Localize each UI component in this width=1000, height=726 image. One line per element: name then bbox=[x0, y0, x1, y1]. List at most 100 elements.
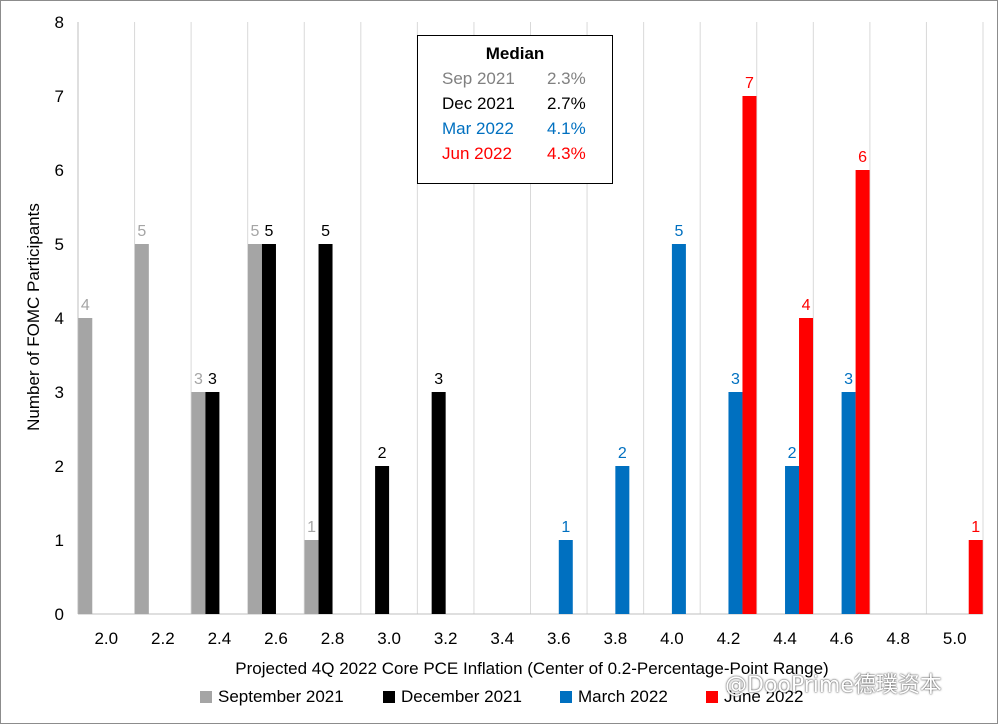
data-label: 2 bbox=[788, 445, 797, 462]
y-axis-title: Number of FOMC Participants bbox=[24, 203, 43, 431]
data-label: 3 bbox=[434, 371, 443, 388]
data-label: 5 bbox=[674, 223, 683, 240]
bar bbox=[78, 318, 93, 614]
bar-layer bbox=[78, 96, 983, 614]
median-value: 4.3% bbox=[547, 144, 586, 163]
bar bbox=[205, 392, 220, 614]
bar bbox=[261, 244, 276, 614]
bar bbox=[304, 540, 319, 614]
data-label: 2 bbox=[618, 445, 627, 462]
x-tick-label: 3.4 bbox=[490, 629, 514, 648]
legend-item-december-2021: December 2021 bbox=[383, 687, 522, 707]
median-value: 2.3% bbox=[547, 69, 586, 88]
median-box: Median Sep 2021 2.3% Dec 2021 2.7% Mar 2… bbox=[417, 35, 613, 184]
x-tick-label: 2.8 bbox=[321, 629, 345, 648]
legend-swatch bbox=[200, 691, 212, 703]
legend-swatch bbox=[706, 691, 718, 703]
data-label: 3 bbox=[194, 371, 203, 388]
data-label: 3 bbox=[844, 371, 853, 388]
legend-label: December 2021 bbox=[401, 687, 522, 706]
data-label: 5 bbox=[321, 223, 330, 240]
x-tick-label: 3.8 bbox=[604, 629, 628, 648]
legend-item-june-2022: June 2022 bbox=[706, 687, 803, 707]
median-value: 4.1% bbox=[547, 119, 586, 138]
x-tick-label: 3.2 bbox=[434, 629, 458, 648]
median-title: Median bbox=[485, 44, 545, 63]
data-label: 4 bbox=[81, 297, 90, 314]
data-label: 5 bbox=[251, 223, 260, 240]
bar bbox=[247, 244, 262, 614]
y-tick-label: 3 bbox=[55, 383, 64, 402]
bar bbox=[558, 540, 573, 614]
grid-layer bbox=[77, 22, 984, 614]
axis-layer: 0 1 2 3 4 5 6 7 8 2.0 2.2 2.4 2.6 2.8 3.0 3.2 3.4 3.6 3.8 4… bbox=[55, 13, 983, 648]
legend-item-march-2022: March 2022 bbox=[560, 687, 668, 707]
median-label: Sep 2021 bbox=[442, 69, 515, 88]
bar bbox=[431, 392, 446, 614]
x-tick-label: 3.0 bbox=[377, 629, 401, 648]
bar bbox=[191, 392, 206, 614]
x-axis-title: Projected 4Q 2022 Core PCE Inflation (Ce… bbox=[235, 659, 828, 678]
median-value: 2.7% bbox=[547, 94, 586, 113]
data-label: 3 bbox=[731, 371, 740, 388]
y-tick-label: 5 bbox=[55, 235, 64, 254]
x-tick-label: 3.6 bbox=[547, 629, 571, 648]
y-tick-label: 1 bbox=[55, 531, 64, 550]
y-tick-label: 8 bbox=[55, 13, 64, 32]
x-tick-label: 4.2 bbox=[717, 629, 741, 648]
y-tick-label: 6 bbox=[55, 161, 64, 180]
data-label: 7 bbox=[745, 75, 754, 92]
median-row-mar-2022: Mar 2022 4.1% bbox=[418, 119, 612, 141]
legend-swatch bbox=[383, 691, 395, 703]
x-tick-label: 4.4 bbox=[773, 629, 797, 648]
watermark: @DooPrime德璞资本 bbox=[725, 673, 942, 698]
legend-swatch bbox=[560, 691, 572, 703]
y-tick-label: 7 bbox=[55, 87, 64, 106]
x-tick-label: 4.0 bbox=[660, 629, 684, 648]
bar bbox=[799, 318, 814, 614]
legend-label: September 2021 bbox=[218, 687, 344, 706]
bar bbox=[785, 466, 800, 614]
x-tick-label: 2.6 bbox=[264, 629, 288, 648]
data-label: 5 bbox=[137, 223, 146, 240]
x-tick-label: 5.0 bbox=[943, 629, 967, 648]
bar bbox=[968, 540, 983, 614]
y-tick-label: 0 bbox=[55, 605, 64, 624]
median-row-sep-2021: Sep 2021 2.3% bbox=[418, 69, 612, 91]
median-row-dec-2021: Dec 2021 2.7% bbox=[418, 94, 612, 116]
bar bbox=[742, 96, 757, 614]
data-label: 4 bbox=[802, 297, 811, 314]
bar bbox=[318, 244, 333, 614]
bar bbox=[134, 244, 149, 614]
median-label: Dec 2021 bbox=[442, 94, 515, 113]
data-label: 1 bbox=[971, 519, 980, 536]
x-tick-label: 2.2 bbox=[151, 629, 175, 648]
median-row-jun-2022: Jun 2022 4.3% bbox=[418, 144, 612, 166]
legend-item-september-2021: September 2021 bbox=[200, 687, 344, 707]
data-label: 5 bbox=[265, 223, 274, 240]
bar bbox=[375, 466, 390, 614]
data-label: 2 bbox=[378, 445, 387, 462]
legend-label: March 2022 bbox=[578, 687, 668, 706]
data-label: 6 bbox=[858, 149, 867, 166]
legend-label: June 2022 bbox=[724, 687, 804, 706]
y-tick-label: 2 bbox=[55, 457, 64, 476]
x-tick-label: 2.4 bbox=[208, 629, 232, 648]
y-tick-label: 4 bbox=[55, 309, 64, 328]
bar bbox=[728, 392, 743, 614]
median-label: Jun 2022 bbox=[442, 144, 512, 163]
bar bbox=[855, 170, 870, 614]
x-tick-label: 4.8 bbox=[886, 629, 910, 648]
median-label: Mar 2022 bbox=[442, 119, 514, 138]
bar bbox=[841, 392, 856, 614]
bar bbox=[671, 244, 686, 614]
x-tick-label: 2.0 bbox=[94, 629, 118, 648]
bar bbox=[615, 466, 630, 614]
data-label: 1 bbox=[561, 519, 570, 536]
data-label: 1 bbox=[307, 519, 316, 536]
x-tick-label: 4.6 bbox=[830, 629, 854, 648]
data-label: 3 bbox=[208, 371, 217, 388]
